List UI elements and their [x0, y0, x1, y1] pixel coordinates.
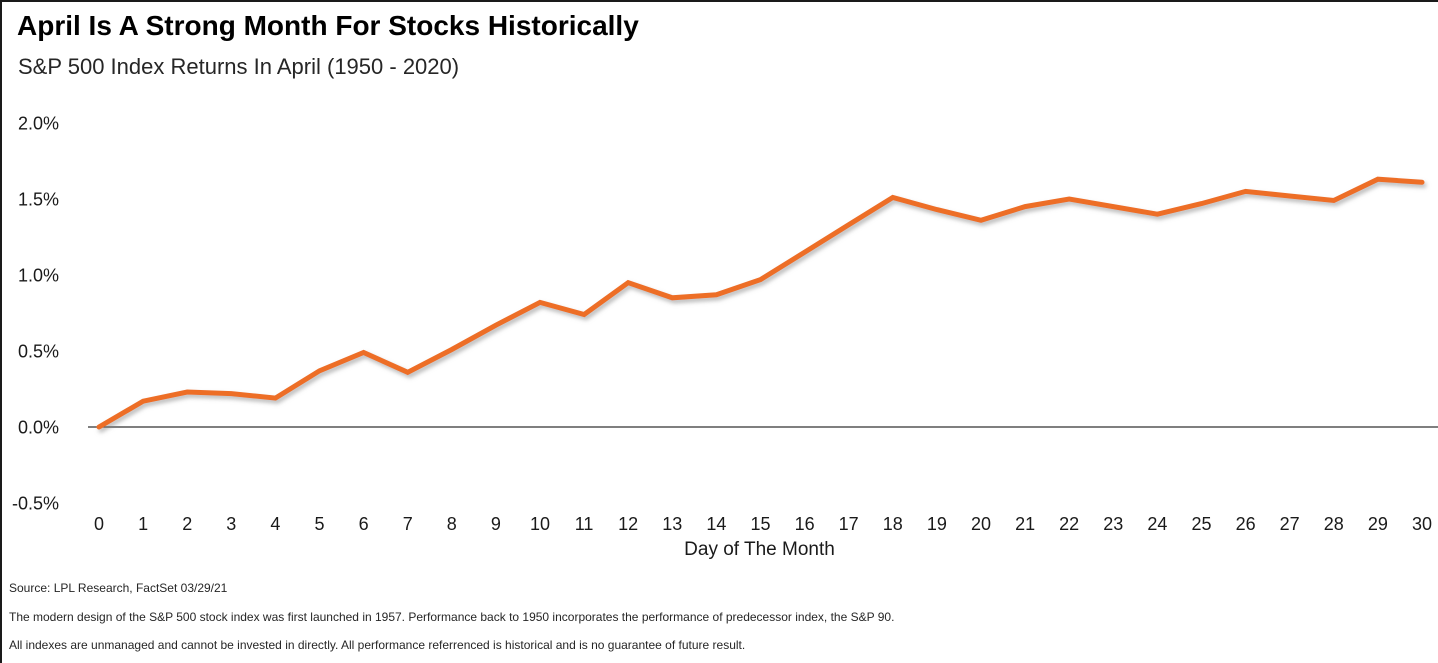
x-axis-tick-label: 30 [1412, 514, 1432, 534]
x-axis-tick-label: 6 [359, 514, 369, 534]
x-axis-tick-label: 21 [1015, 514, 1035, 534]
x-axis-title: Day of The Month [684, 539, 835, 560]
y-axis-tick-label: -0.5% [12, 494, 59, 514]
x-axis-tick-label: 8 [447, 514, 457, 534]
x-axis-tick-label: 12 [618, 514, 638, 534]
x-axis-tick-label: 19 [927, 514, 947, 534]
x-axis-tick-label: 14 [706, 514, 726, 534]
x-axis-tick-label: 5 [314, 514, 324, 534]
source-note: Source: LPL Research, FactSet 03/29/21 [9, 581, 228, 595]
y-axis-tick-label: 2.0% [18, 114, 59, 134]
x-axis-tick-label: 4 [270, 514, 280, 534]
x-axis-tick-label: 9 [491, 514, 501, 534]
x-axis-tick-label: 20 [971, 514, 991, 534]
chart-title: April Is A Strong Month For Stocks Histo… [17, 10, 639, 41]
x-axis-tick-label: 18 [883, 514, 903, 534]
x-axis-tick-label: 23 [1103, 514, 1123, 534]
chart-subtitle: S&P 500 Index Returns In April (1950 - 2… [18, 54, 460, 79]
x-axis-tick-label: 17 [839, 514, 859, 534]
x-axis-tick-label: 29 [1368, 514, 1388, 534]
y-axis-tick-label: 1.0% [18, 266, 59, 286]
plot-area: 2.0%1.5%1.0%0.5%0.0%-0.5%0 1 2 3 4 5 6 7 8 9 10 11 1… [12, 114, 1438, 534]
x-axis-tick-label: 7 [403, 514, 413, 534]
x-axis-tick-label: 22 [1059, 514, 1079, 534]
disclosure-note-1: The modern design of the S&P 500 stock i… [9, 610, 895, 624]
x-axis-tick-label: 15 [750, 514, 770, 534]
sp500-april-return-line [96, 176, 1425, 430]
y-axis-tick-label: 1.5% [18, 190, 59, 210]
y-axis-tick-label: 0.5% [18, 342, 59, 362]
x-axis-tick-label: 10 [530, 514, 550, 534]
x-axis-tick-label: 0 [94, 514, 104, 534]
x-axis-tick-label: 16 [795, 514, 815, 534]
x-axis-tick-label: 2 [182, 514, 192, 534]
x-axis-tick-label: 13 [662, 514, 682, 534]
x-axis-tick-label: 1 [138, 514, 148, 534]
x-axis-tick-label: 25 [1191, 514, 1211, 534]
x-axis-tick-label: 24 [1147, 514, 1167, 534]
x-axis-tick-label: 26 [1236, 514, 1256, 534]
x-axis-tick-label: 3 [226, 514, 236, 534]
x-axis-tick-label: 28 [1324, 514, 1344, 534]
x-axis-tick-label: 27 [1280, 514, 1300, 534]
y-axis-tick-label: 0.0% [18, 418, 59, 438]
x-axis-tick-label: 11 [575, 514, 594, 534]
disclosure-note-2: All indexes are unmanaged and cannot be … [9, 638, 746, 652]
